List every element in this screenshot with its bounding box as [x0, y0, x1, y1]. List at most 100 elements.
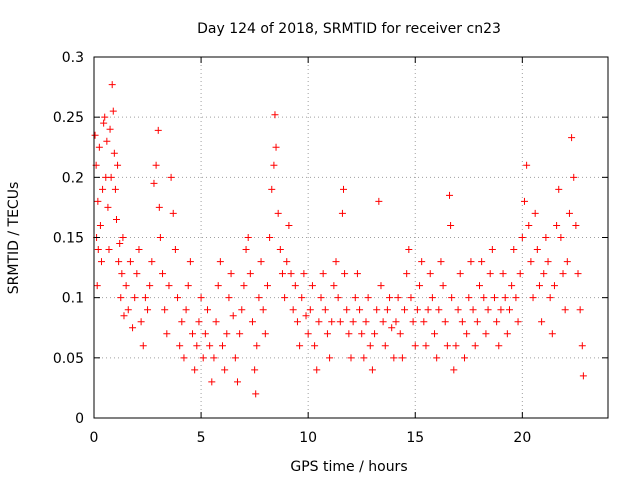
- data-point: [334, 294, 342, 302]
- data-point: [497, 306, 505, 314]
- data-point: [371, 330, 379, 338]
- data-point: [546, 294, 554, 302]
- data-point: [403, 270, 411, 278]
- data-point: [103, 137, 111, 145]
- data-point: [313, 366, 321, 374]
- data-point: [559, 270, 567, 278]
- data-point: [163, 330, 171, 338]
- data-point: [93, 282, 101, 290]
- y-tick-label: 0.1: [62, 291, 84, 307]
- data-point: [336, 318, 344, 326]
- data-point: [486, 270, 494, 278]
- data-point: [420, 318, 428, 326]
- data-point: [255, 294, 263, 302]
- data-point: [435, 306, 443, 314]
- data-point: [100, 119, 108, 127]
- data-point: [276, 246, 284, 254]
- data-point: [221, 366, 229, 374]
- data-point: [377, 282, 385, 290]
- data-point: [510, 246, 518, 254]
- data-point: [129, 324, 137, 332]
- data-point: [469, 306, 477, 314]
- data-point: [418, 258, 426, 266]
- data-point: [120, 312, 128, 320]
- data-point: [165, 282, 173, 290]
- data-point: [119, 234, 127, 241]
- data-point: [555, 185, 563, 193]
- data-point: [373, 306, 381, 314]
- data-point: [362, 318, 370, 326]
- data-point: [144, 306, 152, 314]
- data-point: [272, 143, 280, 151]
- data-point: [291, 282, 299, 290]
- data-point: [463, 330, 471, 338]
- data-point: [154, 126, 162, 134]
- data-point: [122, 282, 130, 290]
- grid-lines: [94, 57, 608, 418]
- data-point: [315, 318, 323, 326]
- data-point: [244, 234, 252, 241]
- axis-ticks: [93, 56, 608, 419]
- data-point: [287, 270, 295, 278]
- data-point: [94, 246, 102, 254]
- data-point: [212, 318, 220, 326]
- data-point: [568, 134, 576, 142]
- data-point: [311, 342, 319, 350]
- data-point: [266, 234, 274, 241]
- x-tick-label: 0: [90, 430, 99, 446]
- y-tick-label: 0.25: [53, 110, 84, 126]
- data-point: [368, 366, 376, 374]
- data-point: [478, 258, 486, 266]
- data-point: [263, 282, 271, 290]
- data-point: [548, 330, 556, 338]
- data-point: [456, 270, 464, 278]
- data-point: [388, 324, 396, 332]
- data-point: [293, 318, 301, 326]
- data-point: [106, 125, 114, 133]
- data-point: [488, 246, 496, 254]
- data-point: [283, 258, 291, 266]
- data-point: [156, 234, 164, 241]
- data-point: [364, 294, 372, 302]
- data-point: [476, 282, 483, 290]
- data-point: [219, 342, 226, 350]
- data-point: [570, 173, 578, 181]
- data-point: [227, 270, 235, 278]
- data-point: [278, 270, 286, 278]
- data-point: [259, 306, 267, 314]
- data-point: [576, 306, 584, 314]
- data-point: [544, 258, 552, 266]
- data-point: [450, 366, 458, 374]
- data-point: [96, 221, 104, 229]
- data-point: [137, 318, 145, 326]
- y-axis-label: SRMTID / TECUs: [6, 182, 22, 295]
- chart-title: Day 124 of 2018, SRMTID for receiver cn2…: [197, 21, 501, 37]
- data-point: [252, 390, 260, 398]
- data-point: [223, 330, 231, 338]
- data-point: [236, 330, 244, 338]
- data-point: [493, 318, 501, 326]
- data-point: [360, 354, 368, 362]
- data-point: [184, 282, 192, 290]
- data-point: [169, 209, 177, 217]
- data-point: [341, 270, 349, 278]
- data-point: [424, 306, 432, 314]
- data-point: [345, 330, 353, 338]
- data-point: [579, 372, 587, 380]
- data-point: [117, 294, 125, 302]
- data-point: [323, 330, 331, 338]
- data-point: [195, 318, 203, 326]
- data-point: [306, 306, 314, 314]
- data-point: [95, 143, 103, 151]
- data-point: [390, 354, 398, 362]
- data-point: [452, 342, 460, 350]
- data-point: [340, 185, 348, 193]
- data-point: [216, 258, 224, 266]
- data-point: [379, 318, 387, 326]
- data-point: [356, 306, 364, 314]
- data-point: [561, 306, 569, 314]
- data-point: [467, 258, 475, 266]
- data-point: [242, 246, 250, 254]
- data-point: [480, 294, 488, 302]
- data-point: [495, 342, 503, 350]
